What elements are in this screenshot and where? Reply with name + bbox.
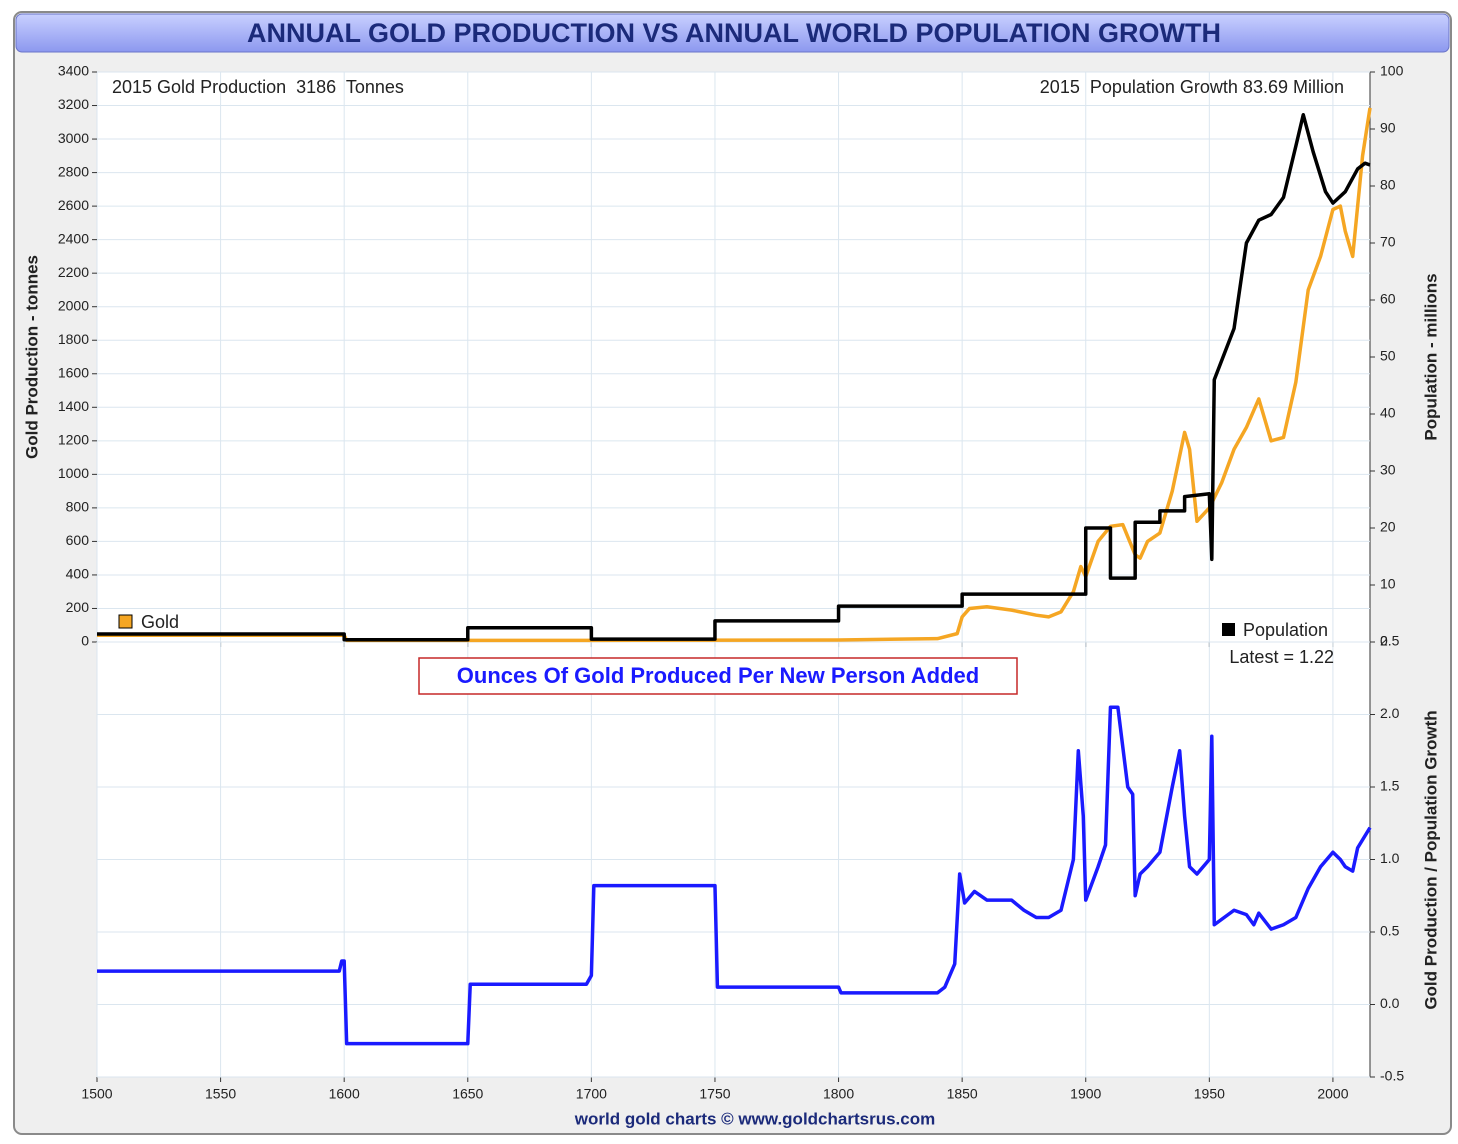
y-tick-label: 0: [81, 633, 89, 649]
y2-tick-label: 40: [1380, 405, 1396, 421]
y-tick-label: 3000: [58, 130, 89, 146]
y-tick-label: 1.0: [1380, 850, 1400, 866]
y-tick-label: 1600: [58, 364, 89, 380]
annotation: 2015 Population Growth 83.69 Million: [1040, 77, 1344, 97]
marks: [97, 107, 1372, 1046]
y2-tick-label: 60: [1380, 291, 1396, 307]
labels: Gold Production - tonnes Population - mi…: [22, 63, 1440, 1129]
y-tick-label: 1000: [58, 465, 89, 481]
y2-tick-label: 50: [1380, 348, 1396, 364]
x-tick-label: 1900: [1070, 1086, 1101, 1102]
y-tick-label: 1200: [58, 432, 89, 448]
y-tick-label: 200: [66, 599, 90, 615]
y2-tick-label: 90: [1380, 120, 1396, 136]
line: [97, 705, 1372, 1046]
y-tick-label: 2000: [58, 297, 89, 313]
x-tick-label: 1950: [1194, 1086, 1225, 1102]
annotation: 2015 Gold Production 3186 Tonnes: [112, 77, 404, 97]
y-tick-label: 3200: [58, 96, 89, 112]
y2-axis-label: Population - millions: [1421, 273, 1440, 440]
y-axis-label: Gold Production / Population Growth: [1421, 710, 1440, 1009]
x-tick-label: 2000: [1317, 1086, 1348, 1102]
y-tick-label: 0.0: [1380, 995, 1400, 1011]
x-tick-label: 1700: [576, 1086, 607, 1102]
legend-entry: Gold: [141, 612, 179, 632]
y2-tick-label: 80: [1380, 177, 1396, 193]
y-tick-label: -0.5: [1380, 1068, 1404, 1084]
y2-tick-label: 70: [1380, 234, 1396, 250]
title-bar: [15, 13, 1450, 53]
y2-tick-label: 100: [1380, 63, 1404, 79]
y-tick-label: 0.5: [1380, 923, 1400, 939]
line: [97, 107, 1372, 643]
footer: world gold charts © www.goldchartsrus.co…: [574, 1109, 935, 1128]
plot-area-top: [96, 71, 1371, 643]
y-tick-label: 2800: [58, 163, 89, 179]
subtitle-box: [418, 657, 1018, 695]
x-tick-label: 1850: [947, 1086, 978, 1102]
y-tick-label: 3400: [58, 63, 89, 79]
annotation: Latest = 1.22: [1229, 647, 1334, 667]
chart-title: ANNUAL GOLD PRODUCTION VS ANNUAL WORLD P…: [247, 18, 1221, 48]
legend-swatch: [118, 614, 133, 629]
y-tick-label: 2200: [58, 264, 89, 280]
y-tick-label: 1400: [58, 398, 89, 414]
x-tick-label: 1750: [699, 1086, 730, 1102]
y2-tick-label: 20: [1380, 519, 1396, 535]
x-tick-label: 1650: [452, 1086, 483, 1102]
y-axis-label: Gold Production - tonnes: [22, 255, 41, 459]
x-tick-label: 1500: [81, 1086, 112, 1102]
y-tick-label: 400: [66, 566, 90, 582]
grid: [92, 71, 1375, 1082]
y2-tick-label: 0: [1380, 633, 1388, 649]
y2-tick-label: 10: [1380, 576, 1396, 592]
y-tick-label: 600: [66, 532, 90, 548]
y-tick-label: 2.0: [1380, 705, 1400, 721]
y-tick-label: 2.5: [1380, 633, 1400, 649]
legend-swatch: [1222, 623, 1235, 636]
y-tick-label: 1800: [58, 331, 89, 347]
y-tick-label: 800: [66, 499, 90, 515]
x-tick-label: 1600: [329, 1086, 360, 1102]
line: [97, 113, 1371, 642]
panel-title: Ounces Of Gold Produced Per New Person A…: [457, 663, 979, 688]
legend-entry: Population: [1243, 620, 1328, 640]
y-tick-label: 2400: [58, 230, 89, 246]
y2-tick-label: 30: [1380, 462, 1396, 478]
x-tick-label: 1800: [823, 1086, 854, 1102]
y-tick-label: 2600: [58, 197, 89, 213]
x-tick-label: 1550: [205, 1086, 236, 1102]
y-tick-label: 1.5: [1380, 778, 1400, 794]
